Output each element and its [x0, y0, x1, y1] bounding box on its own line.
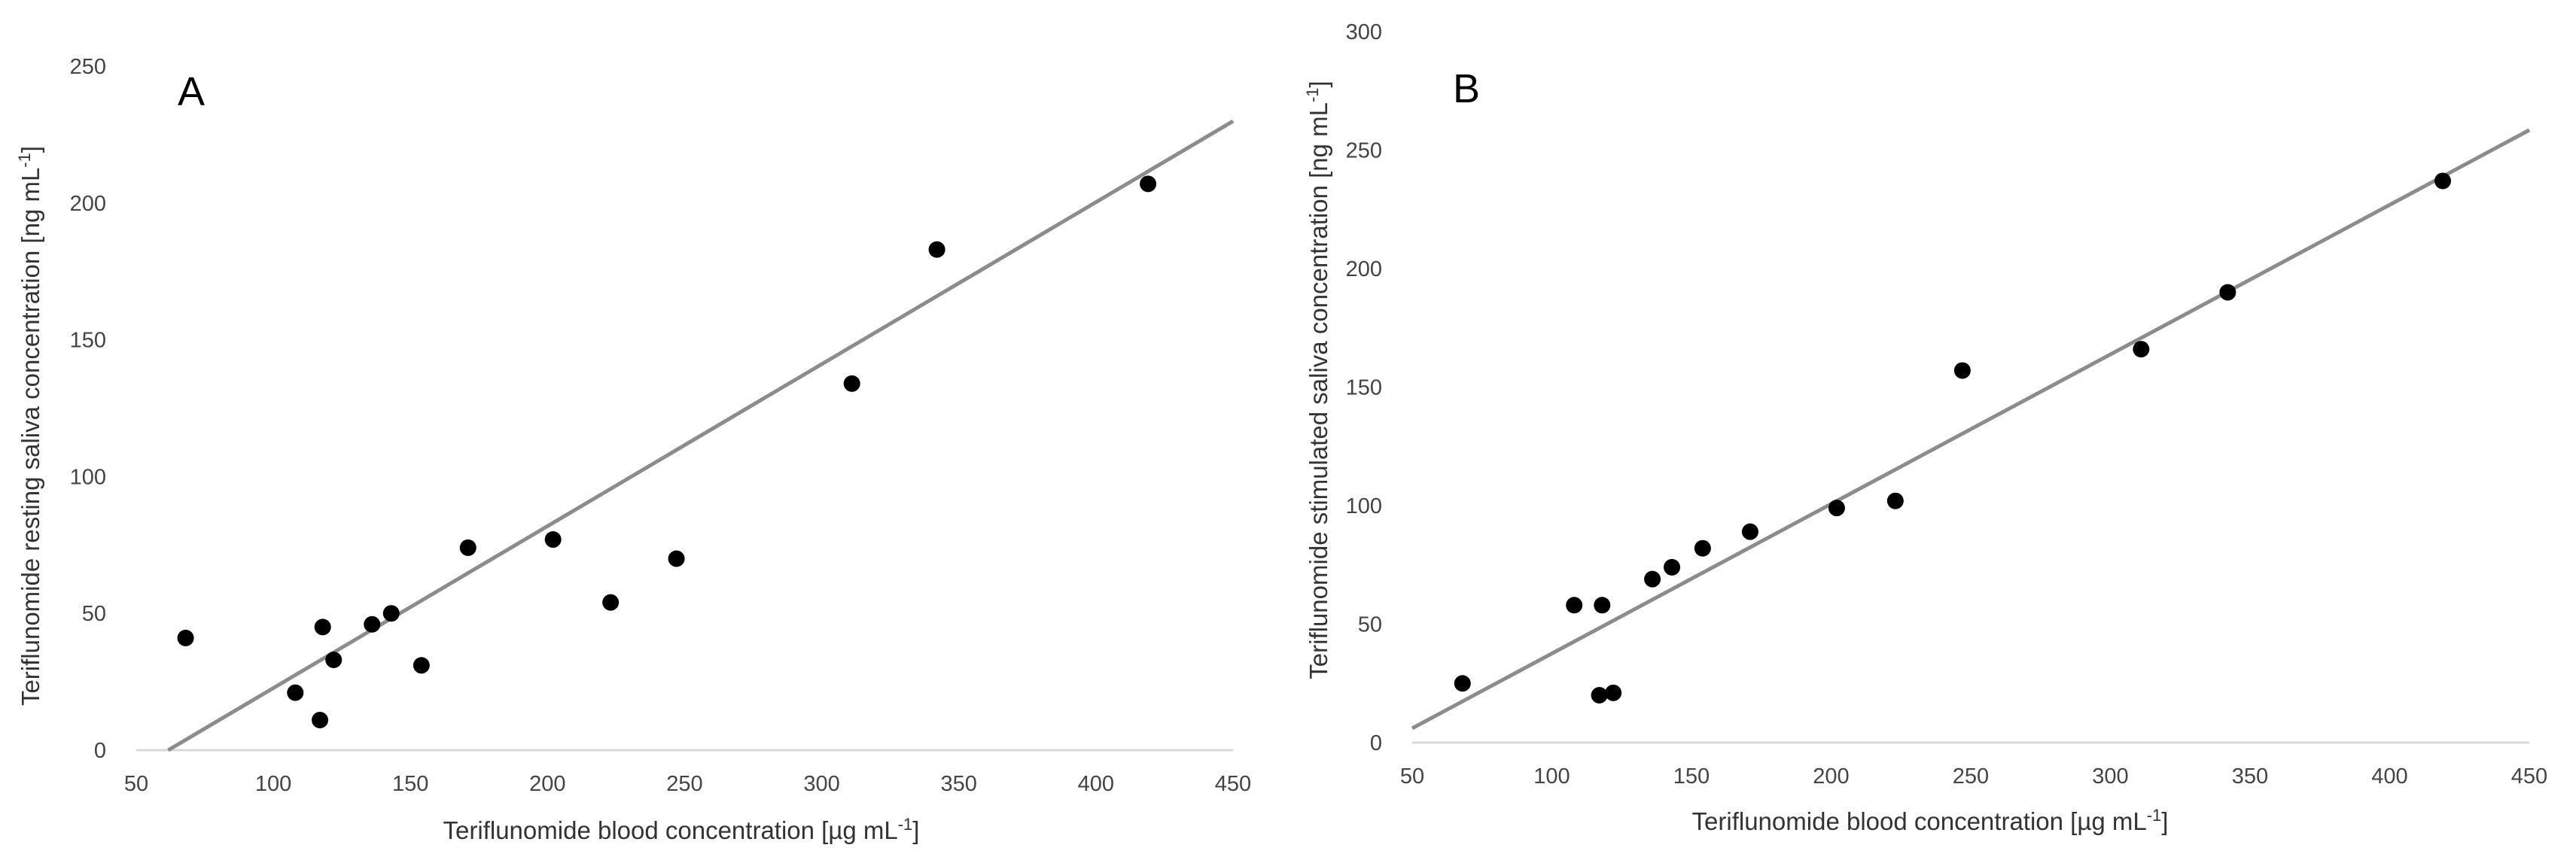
data-point: [1140, 175, 1157, 193]
data-point: [413, 657, 430, 674]
y-tick-labels: 0 50 100 150 200 250: [70, 55, 106, 763]
x-tick-label: 50: [1400, 764, 1424, 789]
y-tick-label: 50: [82, 602, 106, 626]
y-tick-label: 100: [70, 465, 106, 489]
y-tick-label: 100: [1346, 494, 1382, 518]
data-point: [1591, 687, 1608, 704]
x-tick-label: 150: [1673, 764, 1710, 789]
data-point: [287, 684, 304, 701]
data-point: [1953, 362, 1971, 379]
y-tick-label: 50: [1358, 613, 1382, 637]
y-tick-label: 150: [70, 329, 106, 353]
data-point: [364, 615, 381, 633]
data-points: [177, 175, 1157, 729]
x-tick-label: 450: [1215, 772, 1251, 796]
y-tick-label: 250: [1346, 139, 1382, 163]
data-point: [1644, 570, 1661, 588]
chart-panel-a: A 0 50 100 150 200 250 50 100 150 200 250 300 350 40…: [15, 55, 1251, 844]
x-tick-label: 350: [2232, 764, 2268, 789]
x-tick-label: 200: [1813, 764, 1849, 789]
data-point: [1741, 523, 1758, 540]
x-tick-label: 250: [1953, 764, 1989, 789]
data-points: [1454, 172, 2451, 704]
data-point: [312, 712, 329, 729]
x-tick-label: 450: [2511, 764, 2547, 789]
x-axis-title: Teriflunomide blood concentration [µg mL…: [443, 815, 920, 844]
data-point: [1886, 492, 1904, 509]
x-tick-label: 300: [803, 772, 839, 796]
data-point: [843, 375, 860, 392]
data-point: [668, 550, 685, 567]
x-tick-label: 300: [2092, 764, 2128, 789]
data-point: [1594, 597, 1611, 614]
x-tick-label: 250: [666, 772, 702, 796]
data-point: [602, 594, 620, 611]
data-point: [1664, 558, 1681, 576]
y-tick-label: 200: [70, 192, 106, 216]
y-tick-label: 200: [1346, 257, 1382, 281]
y-tick-label: 300: [1346, 20, 1382, 44]
data-point: [544, 531, 562, 549]
data-point: [1566, 597, 1583, 614]
data-point: [177, 629, 194, 646]
y-axis-title: Teriflunomide resting saliva concentrati…: [15, 146, 44, 706]
data-point: [2133, 341, 2150, 358]
x-tick-label: 50: [124, 772, 148, 796]
x-tick-label: 400: [2371, 764, 2407, 789]
y-tick-label: 0: [94, 739, 106, 763]
data-point: [314, 618, 331, 636]
data-point: [928, 241, 945, 258]
data-point: [1694, 539, 1711, 557]
trendline: [1411, 128, 2531, 731]
panel-label-b: B: [1453, 66, 1480, 111]
x-tick-labels: 50 100 150 200 250 300 350 400 450: [124, 772, 1251, 796]
x-axis-title: Teriflunomide blood concentration [µg mL…: [1692, 806, 2169, 835]
x-tick-labels: 50 100 150 200 250 300 350 400 450: [1400, 764, 2547, 789]
x-tick-label: 400: [1078, 772, 1114, 796]
data-point: [459, 539, 477, 556]
x-tick-label: 200: [529, 772, 565, 796]
data-point: [1605, 684, 1622, 701]
y-tick-label: 150: [1346, 376, 1382, 400]
panel-label-a: A: [178, 69, 205, 114]
x-tick-label: 350: [941, 772, 977, 796]
y-tick-label: 250: [70, 55, 106, 79]
chart-panel-b: B 0 50 100 150 200 250 300 50 100 150 200 250 300 35…: [1303, 20, 2547, 835]
data-point: [2434, 172, 2451, 190]
data-point: [382, 605, 400, 622]
data-point: [1454, 675, 1471, 692]
y-tick-label: 0: [1370, 731, 1382, 755]
data-point: [325, 652, 343, 669]
trendline: [167, 119, 1235, 752]
y-tick-labels: 0 50 100 150 200 250 300: [1346, 20, 1382, 755]
data-point: [1828, 500, 1845, 517]
x-tick-label: 100: [255, 772, 291, 796]
y-axis-title: Teriflunomide stimulated saliva concentr…: [1303, 81, 1332, 679]
data-point: [2219, 284, 2236, 301]
x-tick-label: 100: [1533, 764, 1570, 789]
x-tick-label: 150: [392, 772, 428, 796]
